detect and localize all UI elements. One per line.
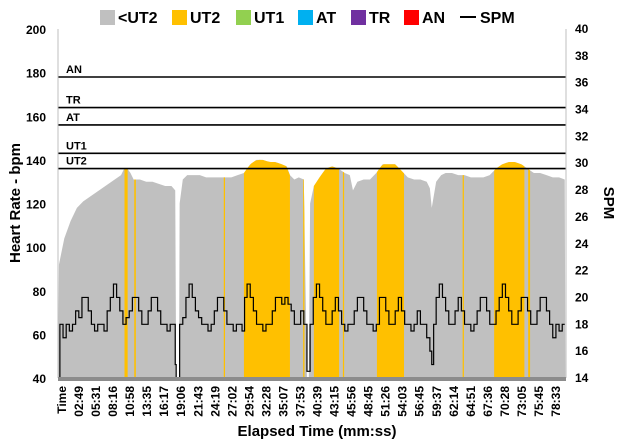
- spm-series: [58, 283, 565, 379]
- x-tick-label: 56:45: [413, 386, 427, 417]
- x-tick-label: 05:31: [89, 386, 103, 417]
- legend: <UT2 UT2 UT1 AT TR AN SPM: [100, 10, 515, 27]
- y-tick-label: 80: [33, 285, 47, 299]
- legend-swatch: [100, 10, 115, 25]
- x-tick-label: 70:28: [498, 386, 512, 417]
- legend-swatch: [236, 10, 251, 25]
- ut2-interval-band: [124, 168, 128, 378]
- y2-tick-label: 26: [575, 210, 589, 224]
- y-axis-title: Heart Rate - bpm: [7, 143, 24, 263]
- ut2-interval-band: [303, 179, 305, 378]
- y-tick-label: 120: [26, 198, 46, 212]
- ut2-interval-band: [243, 159, 290, 378]
- y2-tick-label: 36: [575, 76, 589, 90]
- x-tick-label: 40:39: [311, 386, 325, 417]
- x-tick-label: 16:17: [157, 386, 171, 417]
- ut2-interval-band: [494, 162, 525, 378]
- x-tick-label: 75:45: [532, 386, 546, 417]
- y2-tick-label: 40: [575, 22, 589, 36]
- y2-tick-label: 14: [575, 371, 589, 385]
- zone-label-at: AT: [66, 112, 80, 124]
- legend-label: TR: [369, 10, 391, 27]
- plot-area: UT2 UT1 AT TR AN: [57, 29, 567, 381]
- x-tick-label: 24:19: [208, 386, 222, 417]
- x-tick-label: 67:36: [481, 386, 495, 417]
- x-tick-label: 78:33: [549, 386, 563, 417]
- x-tick-label: 59:37: [430, 386, 444, 417]
- legend-label: SPM: [480, 10, 515, 27]
- zone-label-ut2: UT2: [66, 156, 87, 168]
- y2-tick-label: 32: [575, 129, 589, 143]
- y-tick-label: 100: [26, 241, 46, 255]
- heart-rate-area: [58, 159, 566, 378]
- y-axis-left: 40 60 80 100 120 140 160 180 200: [26, 23, 46, 386]
- zone-label-an: AN: [66, 64, 82, 76]
- y-tick-label: 140: [26, 154, 46, 168]
- zone-label-ut1: UT1: [66, 140, 87, 152]
- x-tick-label: 21:43: [191, 386, 205, 417]
- x-tick-label: 02:49: [72, 386, 86, 417]
- y-axis-right: 14 16 18 20 22 24 26 28 30 32 34 36 38 40: [575, 22, 589, 385]
- x-axis: Time 02:49 05:31 08:16 10:58 13:35 16:17 19:06 2…: [55, 386, 563, 417]
- x-tick-label: 10:58: [123, 386, 137, 417]
- y2-tick-label: 38: [575, 49, 589, 63]
- plot-frame: [57, 29, 567, 381]
- legend-label: AT: [316, 10, 336, 27]
- ut2-bands: [124, 159, 531, 378]
- x-tick-label: 45:56: [345, 386, 359, 417]
- x-tick-label: 19:06: [174, 386, 188, 417]
- zone-label-tr: TR: [66, 95, 81, 107]
- y2-tick-label: 24: [575, 237, 589, 251]
- x-tick-label: 48:45: [362, 386, 376, 417]
- legend-label: AN: [422, 10, 445, 27]
- x-tick-label: 27:02: [225, 386, 239, 417]
- legend-label: UT1: [254, 10, 284, 27]
- legend-label: <UT2: [118, 10, 158, 27]
- ut2-interval-band: [462, 175, 464, 378]
- y2-tick-label: 18: [575, 317, 589, 331]
- spm-line: [58, 283, 565, 379]
- legend-swatch: [172, 10, 187, 25]
- x-tick-label: 43:15: [328, 386, 342, 417]
- ut2-interval-band: [342, 171, 345, 378]
- legend-swatch: [351, 10, 366, 25]
- y-tick-label: 40: [33, 372, 47, 386]
- y2-tick-label: 20: [575, 290, 589, 304]
- y2-tick-label: 16: [575, 344, 589, 358]
- y-tick-label: 60: [33, 328, 47, 342]
- x-tick-label: 35:07: [276, 386, 290, 417]
- x-tick-label: 32:28: [259, 386, 273, 417]
- zone-boundaries: UT2 UT1 AT TR AN: [58, 64, 566, 170]
- y2-tick-label: 30: [575, 156, 589, 170]
- x-tick-label: 13:35: [140, 386, 154, 417]
- x-tick-label: 37:53: [294, 386, 308, 417]
- ut2-interval-band: [376, 164, 405, 378]
- x-tick-label: 51:26: [379, 386, 393, 417]
- x-tick-label: 08:16: [106, 386, 120, 417]
- y2-tick-label: 22: [575, 264, 589, 278]
- x-tick-label: 54:03: [396, 386, 410, 417]
- y-tick-label: 180: [26, 67, 46, 81]
- legend-label: UT2: [190, 10, 220, 27]
- y-tick-label: 200: [26, 23, 46, 37]
- x-tick-label: 29:54: [242, 386, 256, 417]
- y2-tick-label: 28: [575, 183, 589, 197]
- x-axis-baseline: [58, 377, 566, 381]
- x-tick-label: 64:51: [464, 386, 478, 417]
- ut2-interval-band: [134, 179, 136, 378]
- y2-tick-label: 34: [575, 103, 589, 117]
- y2-axis-title: SPM: [600, 187, 617, 220]
- y-tick-label: 160: [26, 110, 46, 124]
- legend-swatch: [298, 10, 313, 25]
- ut2-interval-band: [313, 166, 340, 378]
- ut2-interval-band: [528, 169, 531, 378]
- legend-swatch: [404, 10, 419, 25]
- x-tick-label: 62:14: [447, 386, 461, 417]
- x-axis-title: Elapsed Time (mm:ss): [238, 423, 397, 440]
- x-tick-label: Time: [55, 386, 69, 414]
- heart-rate-below-ut2-area: [58, 159, 566, 378]
- ut2-interval-band: [223, 177, 226, 378]
- x-tick-label: 73:05: [515, 386, 529, 417]
